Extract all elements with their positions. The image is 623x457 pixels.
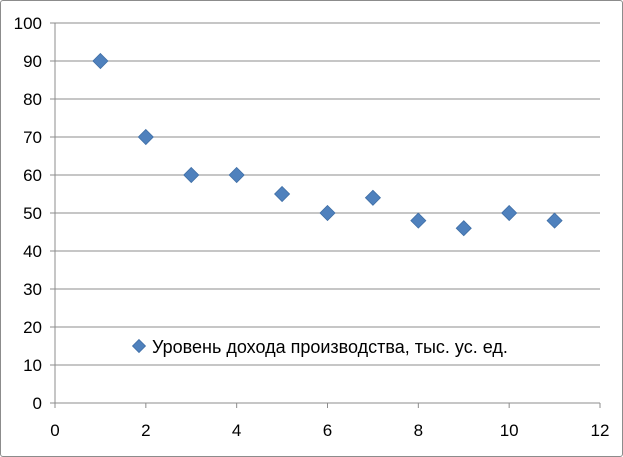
y-tick-label-60: 60 [23, 166, 42, 185]
legend-label: Уровень дохода производства, тыс. ус. ед… [152, 337, 508, 357]
data-point-6 [319, 204, 336, 222]
data-point-5 [274, 185, 291, 203]
data-point-8 [410, 212, 427, 229]
x-tick-label-4: 4 [232, 421, 241, 440]
x-tick-label-2: 2 [141, 421, 150, 440]
data-point-9 [455, 220, 472, 237]
legend-marker-diamond [131, 338, 147, 354]
x-tick-label-8: 8 [414, 421, 423, 440]
x-tick-label-12: 12 [591, 421, 610, 440]
y-tick-label-100: 100 [14, 14, 42, 33]
y-tick-label-40: 40 [23, 242, 42, 261]
y-tick-label-10: 10 [23, 356, 42, 375]
data-point-7 [364, 189, 381, 206]
y-tick-label-70: 70 [23, 128, 42, 147]
x-axis-ticks: 0 2 4 6 8 10 12 [50, 403, 609, 440]
x-tick-label-6: 6 [323, 421, 332, 440]
x-tick-label-0: 0 [50, 421, 59, 440]
data-point-10 [501, 204, 518, 222]
y-tick-label-50: 50 [23, 204, 42, 223]
y-tick-label-80: 80 [23, 90, 42, 109]
y-tick-label-30: 30 [23, 280, 42, 299]
data-point-11 [546, 212, 563, 229]
x-tick-label-10: 10 [500, 421, 519, 440]
data-point-1 [92, 52, 109, 70]
y-tick-label-20: 20 [23, 318, 42, 337]
data-point-4 [228, 166, 245, 184]
legend: Уровень дохода производства, тыс. ус. ед… [131, 337, 508, 357]
y-tick-label-90: 90 [23, 52, 42, 71]
data-points [92, 52, 563, 237]
y-tick-label-0: 0 [33, 394, 42, 413]
y-axis-ticks: 0 10 20 30 40 50 60 70 80 90 100 [14, 14, 55, 413]
data-point-2 [137, 128, 154, 146]
data-point-3 [183, 166, 200, 184]
gridlines [55, 22, 600, 366]
